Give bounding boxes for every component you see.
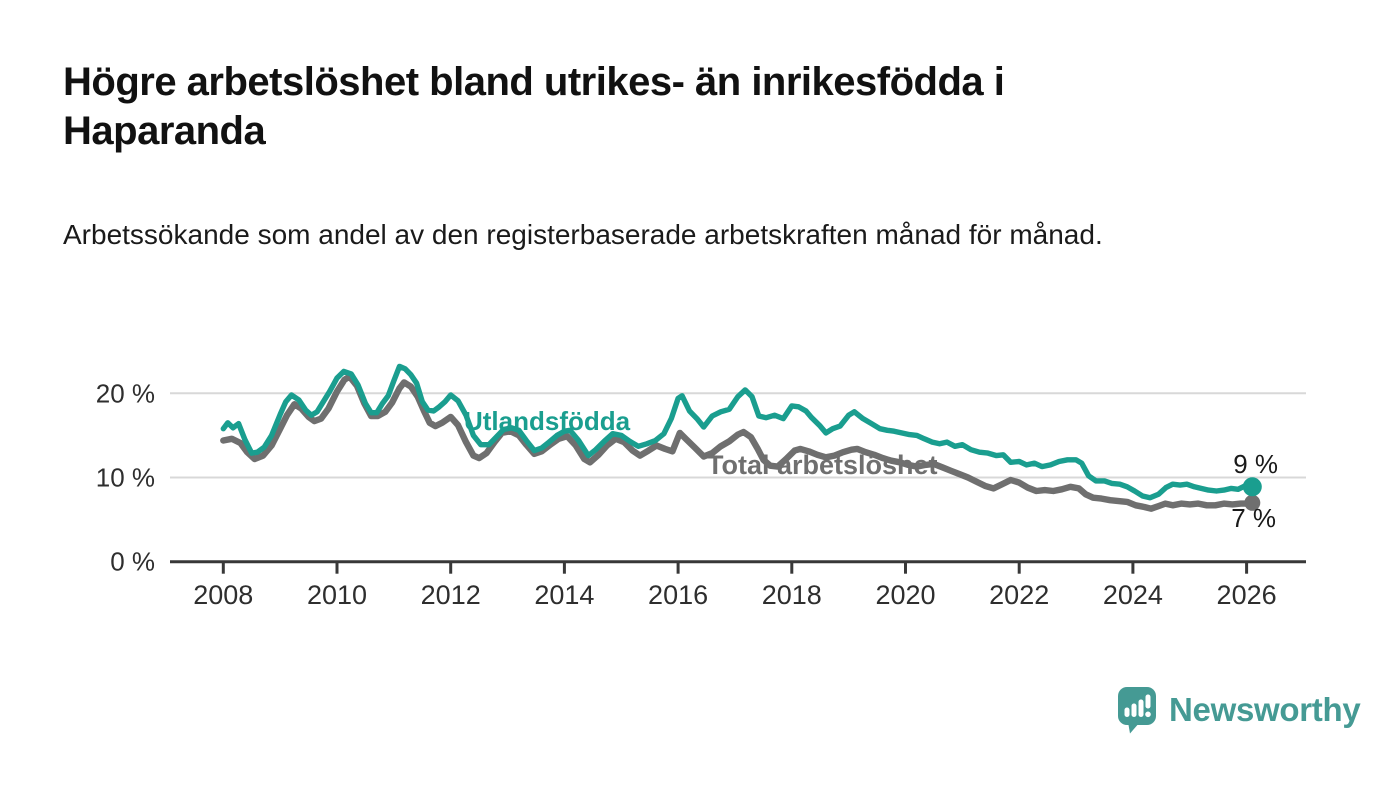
end-value-label-total: 7 %	[1231, 503, 1276, 533]
y-tick-label: 20 %	[96, 378, 155, 408]
x-tick-label: 2018	[762, 580, 822, 610]
line-series-0	[220, 363, 1255, 501]
x-tick-label: 2008	[193, 580, 253, 610]
end-value-label-utlandsfodda: 9 %	[1233, 449, 1278, 479]
x-tick-label: 2024	[1103, 580, 1163, 610]
x-tick-label: 2014	[534, 580, 594, 610]
logo-text: Newsworthy	[1169, 691, 1361, 728]
series-label-total-arbetsloshet: Total arbetslöshet	[707, 450, 938, 480]
end-dot-series-1	[1244, 494, 1261, 511]
x-tick-label: 2022	[989, 580, 1049, 610]
chart-subtitle: Arbetssökande som andel av den registerb…	[63, 219, 1103, 250]
x-tick-label: 2026	[1217, 580, 1277, 610]
x-tick-label: 2010	[307, 580, 367, 610]
x-tick-label: 2020	[875, 580, 935, 610]
line-series-1	[220, 373, 1256, 512]
page-title: Högre arbetslöshet bland utrikes- än inr…	[63, 60, 1005, 153]
branding: Newsworthy	[1117, 686, 1361, 734]
x-tick-label: 2012	[421, 580, 481, 610]
series-label-utlandsfodda: Utlandsfödda	[464, 406, 631, 436]
x-tick-label: 2016	[648, 580, 708, 610]
end-dot-series-0	[1242, 477, 1262, 497]
y-tick-label: 10 %	[96, 463, 155, 493]
newsworthy-bubble-chart-icon	[1118, 687, 1156, 734]
y-tick-label: 0 %	[110, 547, 155, 577]
